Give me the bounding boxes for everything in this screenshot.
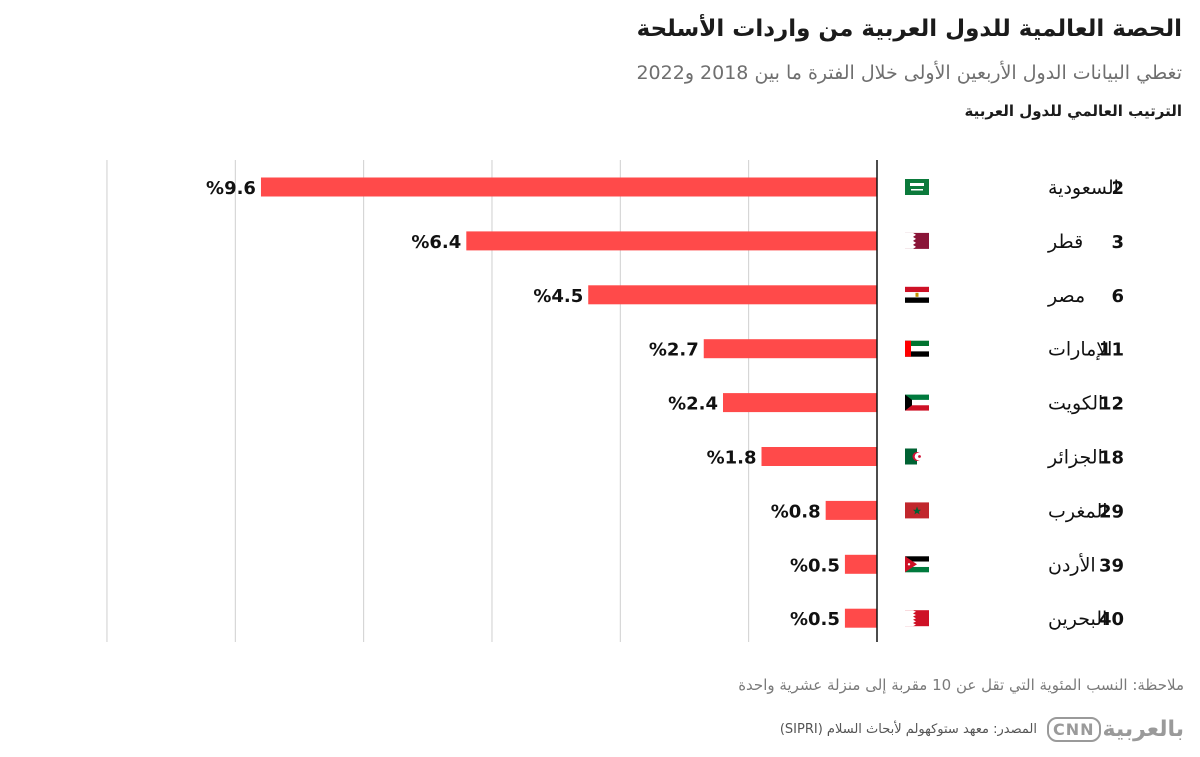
bar [703,339,877,359]
value-label: %0.5 [790,609,840,630]
bar [844,608,877,628]
value-label: %6.4 [411,232,461,253]
value-label: %0.5 [790,555,840,576]
bar [825,500,877,520]
chart-subtitle: تغطي البيانات الدول الأربعين الأولى خلال… [636,62,1182,84]
bar [844,554,877,574]
rank-label: 39 [1099,555,1124,576]
country-label: الجزائر [1047,447,1103,469]
bar [588,285,877,305]
morocco-flag-icon [905,502,929,519]
chart-title: الحصة العالمية للدول العربية من واردات ا… [636,16,1182,42]
country-label: المغرب [1048,500,1108,522]
source-text: المصدر: معهد ستوكهولم لأبحاث السلام (SIP… [779,721,1037,737]
value-label: %4.5 [533,286,583,307]
logo-arabic-text: بالعربية [1102,716,1184,742]
rank-label: 6 [1111,286,1124,307]
bahrain-flag-icon [905,610,929,627]
rank-label: 2 [1111,178,1124,199]
value-label: %2.7 [649,340,699,361]
value-label: %2.4 [668,394,718,415]
saudi-arabia-flag-icon [905,179,929,195]
bar [761,447,877,466]
rank-label: 18 [1099,448,1124,469]
rank-label: 11 [1099,340,1124,361]
value-label: %1.8 [707,448,757,469]
country-label: الأردن [1048,553,1096,576]
country-label: الإمارات [1048,339,1112,361]
kuwait-flag-icon [905,394,929,411]
country-label: الكويت [1048,393,1103,415]
country-label: السعودية [1048,177,1119,199]
footnote: ملاحظة: النسب المئوية التي تقل عن 10 مقر… [738,676,1184,694]
value-label: %9.6 [206,178,256,199]
country-label: مصر [1047,285,1085,307]
cnn-arabic-logo: بالعربية CNN [1047,716,1184,742]
value-label: %0.8 [771,501,821,522]
bar [466,231,877,251]
rank-label: 3 [1111,232,1124,253]
rank-label: 40 [1099,609,1124,630]
country-label: البحرين [1048,608,1107,630]
uae-flag-icon [905,340,929,357]
jordan-flag-icon [905,556,929,573]
bar [260,177,877,197]
egypt-flag-icon [905,286,929,303]
rank-label: 29 [1099,501,1124,522]
footer: بالعربية CNN المصدر: معهد ستوكهولم لأبحا… [744,712,1184,746]
algeria-flag-icon [905,448,929,465]
country-label: قطر [1047,231,1083,253]
rank-label: 12 [1099,394,1124,415]
qatar-flag-icon [905,232,929,249]
rank-column-header: الترتيب العالمي للدول العربية [964,102,1182,120]
bar [722,393,877,413]
logo-cnn-text: CNN [1047,716,1101,742]
